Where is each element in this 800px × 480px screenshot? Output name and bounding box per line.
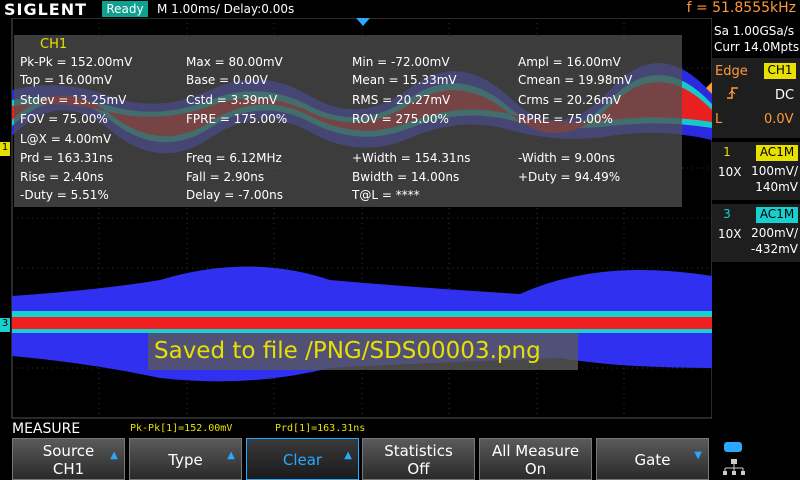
channel-coupling: AC1M xyxy=(756,145,798,161)
measurement: Bwidth = 14.00ns xyxy=(352,170,460,184)
softkey-label: Source xyxy=(42,442,95,460)
channel-coupling: AC1M xyxy=(756,207,798,223)
measurement: Prd = 163.31ns xyxy=(20,151,113,165)
readout: Prd[1]=163.31ns xyxy=(275,423,366,434)
softkey-label: Gate xyxy=(634,451,671,469)
measurement: Crms = 20.26mV xyxy=(518,93,621,107)
measurement: FPRE = 175.00% xyxy=(186,112,288,126)
softkey[interactable]: Statistics Off xyxy=(362,438,475,480)
softkey-label: Clear xyxy=(282,451,323,469)
trigger-level: 0.0V xyxy=(764,112,794,127)
edge-icon xyxy=(727,87,738,99)
measure-panel: CH1 Pk-Pk = 152.00mV Max = 80.00mV Min = -… xyxy=(14,35,682,207)
trigger-position xyxy=(356,18,370,26)
trigger-source: CH1 xyxy=(764,63,796,79)
top-bar xyxy=(0,0,800,18)
timebase: M 1.00ms/ Delay:0.00s xyxy=(157,2,295,16)
brand: SIGLENT xyxy=(4,0,88,19)
measurement: -Width = 9.00ns xyxy=(518,151,615,165)
channel-scale: 200mV/ xyxy=(751,226,798,240)
channel-scale: 100mV/ xyxy=(751,164,798,178)
measure-source: CH1 xyxy=(40,37,68,52)
measurement: Rise = 2.40ns xyxy=(20,170,104,184)
system-icons xyxy=(723,442,745,475)
channel-number: 3 xyxy=(723,207,731,221)
measurement: RPRE = 75.00% xyxy=(518,112,613,126)
channel-probe: 10X xyxy=(718,227,742,241)
frequency: f = 51.8555kHz xyxy=(686,0,796,16)
softkey-value: On xyxy=(524,460,547,478)
measurement: L@X = 4.00mV xyxy=(20,132,112,146)
softkey[interactable]: All Measure On xyxy=(479,438,592,480)
channel-number: 1 xyxy=(723,145,731,159)
trigger-level-marker xyxy=(706,82,712,94)
channel-offset: 140mV xyxy=(755,180,798,194)
measurement: Ampl = 16.00mV xyxy=(518,55,621,69)
measurement: ROV = 275.00% xyxy=(352,112,449,126)
measurement: RMS = 20.27mV xyxy=(352,93,451,107)
measurement: Base = 0.00V xyxy=(186,73,268,87)
sample-rate: Sa 1.00GSa/s xyxy=(714,24,795,38)
status: Ready xyxy=(102,1,148,17)
side-panel: Sa 1.00GSa/s Curr 14.0Mpts Edge CH1 DC L… xyxy=(712,18,800,438)
ch3-marker: 3 xyxy=(0,318,10,332)
measurement: Mean = 15.33mV xyxy=(352,73,457,87)
softkey-label: Type xyxy=(168,451,203,469)
measurement: Delay = -7.00ns xyxy=(186,188,284,202)
save-message: Saved to file /PNG/SDS00003.png xyxy=(148,333,578,370)
measurement: Stdev = 13.25mV xyxy=(20,93,127,107)
softkey[interactable]: Clear ▲ xyxy=(246,438,359,480)
measurement: Top = 16.00mV xyxy=(20,73,113,87)
measurement: Freq = 6.12MHz xyxy=(186,151,282,165)
menu-title: MEASURE xyxy=(12,421,81,437)
softkey-value: CH1 xyxy=(52,460,85,478)
measurement: Fall = 2.90ns xyxy=(186,170,265,184)
softkey-label: All Measure xyxy=(491,442,580,460)
trigger-coupling: DC xyxy=(775,88,795,103)
softkey[interactable]: Source CH1 ▲ xyxy=(12,438,125,480)
ch3-trace-core xyxy=(12,317,712,329)
softkey-arrow: ▼ xyxy=(694,450,702,461)
softkey-arrow: ▲ xyxy=(227,450,235,461)
softkey-value: Off xyxy=(407,460,430,478)
measurement: +Width = 154.31ns xyxy=(352,151,471,165)
measurement: FOV = 75.00% xyxy=(20,112,108,126)
measurement: Max = 80.00mV xyxy=(186,55,283,69)
softkey[interactable]: Gate ▼ xyxy=(596,438,709,480)
softkey-arrow: ▲ xyxy=(344,450,352,461)
readout: Pk-Pk[1]=152.00mV xyxy=(130,423,233,434)
measurement: Cmean = 19.98mV xyxy=(518,73,633,87)
measurement: -Duty = 5.51% xyxy=(20,188,109,202)
softkey-label: Statistics xyxy=(384,442,453,460)
measurement: Cstd = 3.39mV xyxy=(186,93,278,107)
trigger-level-label: L xyxy=(715,112,723,127)
channel-probe: 10X xyxy=(718,165,742,179)
softkey-arrow: ▲ xyxy=(110,450,118,461)
softkey[interactable]: Type ▲ xyxy=(129,438,242,480)
measurement: Min = -72.00mV xyxy=(352,55,450,69)
ch1-marker: 1 xyxy=(0,142,10,156)
memory-depth: Curr 14.0Mpts xyxy=(714,40,800,54)
trigger-type: Edge xyxy=(715,64,748,79)
channel-offset: -432mV xyxy=(750,242,798,256)
measurement: T@L = **** xyxy=(352,188,420,202)
measurement: Pk-Pk = 152.00mV xyxy=(20,55,133,69)
measurement: +Duty = 94.49% xyxy=(518,170,621,184)
